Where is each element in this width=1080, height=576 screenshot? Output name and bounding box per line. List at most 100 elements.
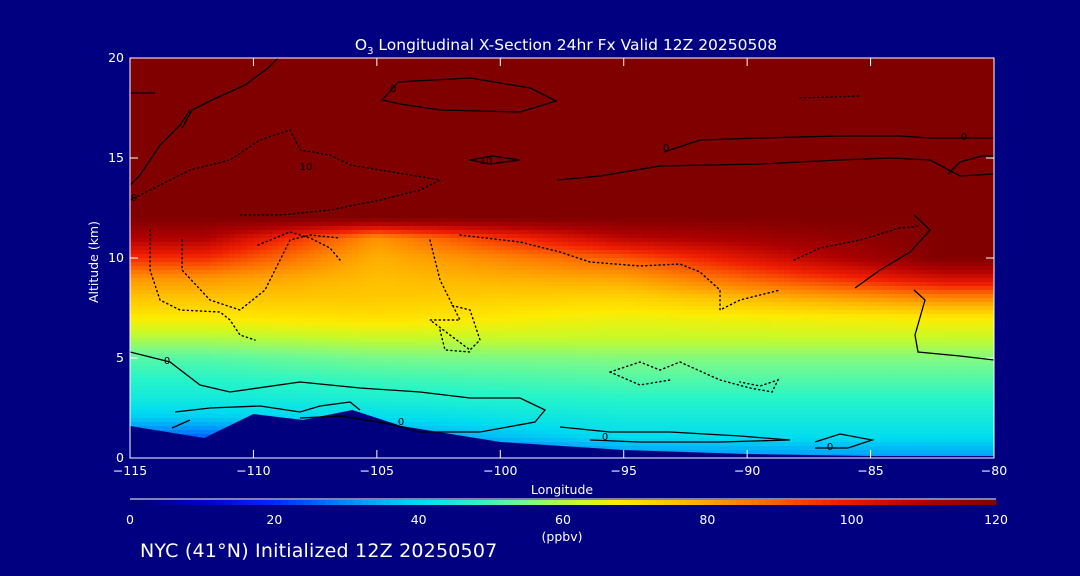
ozone-cell (413, 354, 421, 359)
ozone-cell (376, 294, 384, 299)
ozone-cell (346, 198, 353, 203)
ozone-cell (426, 62, 433, 67)
ozone-cell (228, 62, 236, 67)
ozone-cell (308, 390, 316, 395)
ozone-cell (241, 282, 248, 287)
ozone-cell (321, 266, 329, 271)
ozone-cell (253, 102, 261, 107)
ozone-cell (142, 194, 150, 199)
ozone-cell (228, 194, 236, 199)
ozone-cell (364, 202, 372, 207)
ozone-cell (401, 278, 409, 283)
ozone-cell (204, 266, 211, 271)
ozone-cell (197, 246, 205, 251)
ozone-cell (173, 230, 180, 235)
ozone-cell (352, 222, 359, 227)
ozone-cell (136, 210, 143, 215)
ozone-cell (241, 358, 248, 363)
ozone-cell (346, 310, 353, 315)
ozone-cell (327, 266, 335, 271)
ozone-cell (154, 310, 162, 315)
ozone-cell (352, 238, 359, 243)
ozone-cell (308, 206, 316, 211)
ozone-cell (154, 190, 162, 195)
ozone-cell (401, 318, 409, 323)
ozone-cell (420, 414, 427, 419)
ozone-cell (426, 186, 433, 191)
ozone-cell (296, 310, 304, 315)
ozone-cell (216, 346, 224, 351)
ozone-cell (284, 98, 292, 103)
ozone-cell (302, 122, 310, 127)
ozone-cell (426, 202, 433, 207)
ozone-cell (191, 262, 199, 267)
ozone-cell (179, 158, 187, 163)
ozone-cell (234, 282, 242, 287)
ozone-cell (395, 242, 403, 247)
ozone-cell (321, 82, 329, 87)
ozone-cell (358, 350, 366, 355)
ozone-cell (426, 298, 433, 303)
ozone-cell (302, 162, 310, 167)
ozone-cell (167, 306, 174, 311)
ozone-cell (241, 410, 248, 415)
ozone-cell (136, 158, 143, 163)
ozone-cell (154, 262, 162, 267)
ozone-cell (413, 198, 421, 203)
ozone-cell (197, 226, 205, 231)
ozone-cell (290, 138, 298, 143)
ozone-cell (247, 218, 255, 223)
ozone-cell (327, 74, 335, 79)
ozone-cell (432, 146, 440, 151)
ozone-cell (130, 114, 137, 119)
ozone-cell (321, 134, 329, 139)
ozone-cell (173, 166, 180, 171)
ozone-cell (278, 310, 285, 315)
ozone-cell (395, 178, 403, 183)
ozone-cell (432, 230, 440, 235)
ozone-cell (401, 210, 409, 215)
ozone-cell (358, 86, 366, 91)
ozone-cell (185, 282, 193, 287)
ozone-cell (420, 386, 427, 391)
ozone-cell (148, 350, 156, 355)
ozone-cell (321, 194, 329, 199)
ozone-cell (204, 66, 211, 71)
ozone-cell (352, 94, 359, 99)
ozone-cell (204, 334, 211, 339)
ozone-cell (383, 334, 390, 339)
ozone-cell (234, 122, 242, 127)
ozone-cell (204, 354, 211, 359)
ozone-cell (228, 70, 236, 75)
ozone-cell (364, 370, 372, 375)
ozone-cell (358, 130, 366, 135)
ozone-cell (222, 298, 230, 303)
ozone-cell (420, 170, 427, 175)
ozone-cell (222, 58, 230, 63)
ozone-cell (241, 110, 248, 115)
ozone-cell (259, 86, 267, 91)
ozone-cell (136, 382, 143, 387)
ozone-cell (179, 330, 187, 335)
ozone-cell (284, 202, 292, 207)
ozone-cell (210, 122, 217, 127)
ozone-cell (358, 306, 366, 311)
ozone-cell (216, 82, 224, 87)
ozone-cell (290, 122, 298, 127)
ozone-cell (407, 354, 415, 359)
ozone-cell (364, 258, 372, 263)
ozone-cell (167, 338, 174, 343)
ozone-cell (191, 338, 199, 343)
ozone-cell (364, 94, 372, 99)
ozone-cell (253, 194, 261, 199)
ozone-cell (142, 358, 150, 363)
ozone-cell (142, 86, 150, 91)
ozone-cell (265, 102, 273, 107)
ozone-cell (160, 342, 168, 347)
ozone-cell (370, 182, 378, 187)
ozone-cell (407, 306, 415, 311)
ozone-cell (426, 134, 433, 139)
ozone-cell (197, 242, 205, 247)
ozone-cell (179, 242, 187, 247)
